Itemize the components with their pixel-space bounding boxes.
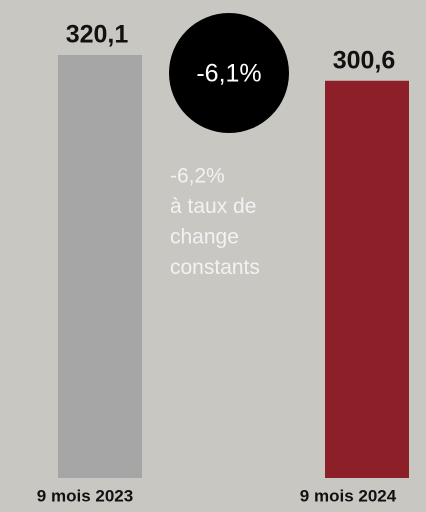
note-line: à taux de (170, 195, 256, 218)
value-label: 300,6 (333, 46, 396, 74)
badge-text: -6,1% (196, 60, 261, 88)
value-label: 320,1 (66, 21, 129, 49)
bar (325, 80, 409, 479)
note-line: constants (170, 256, 260, 279)
note-line: -6,2% (170, 165, 225, 188)
badge-circle (169, 13, 289, 133)
x-tick-label: 9 mois 2024 (300, 486, 397, 505)
note-line: change (170, 226, 239, 249)
x-tick-label: 9 mois 2023 (37, 486, 133, 505)
bar (58, 55, 142, 478)
